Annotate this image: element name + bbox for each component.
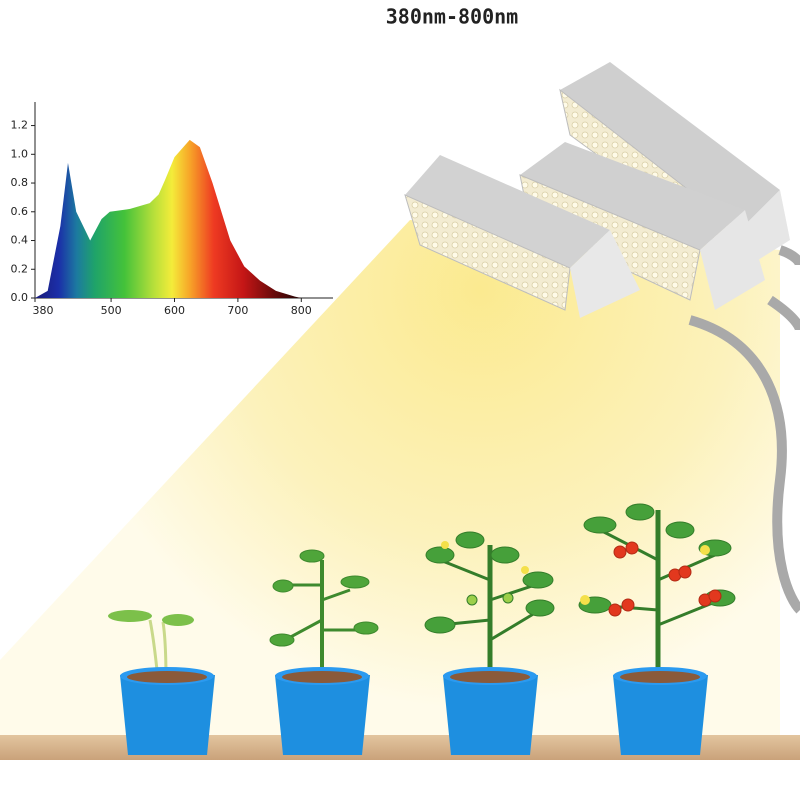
flowering-plant — [424, 531, 555, 680]
y-tick-label: 0.2 — [11, 262, 29, 275]
x-tick-label: 600 — [164, 304, 185, 317]
pot — [275, 667, 370, 755]
y-tick-label: 0.8 — [11, 176, 29, 189]
y-tick-label: 1.0 — [11, 147, 29, 160]
pot — [613, 667, 708, 755]
lamp-head — [404, 155, 640, 318]
spectrum-chart: 0.0 0.2 0.4 0.6 0.8 1.0 1.2 380 500 600 700 800 — [11, 102, 333, 317]
y-tick-label: 1.2 — [11, 119, 29, 132]
page-title: 380nm-800nm — [386, 5, 518, 29]
pot — [443, 667, 538, 755]
x-tick-label: 800 — [291, 304, 312, 317]
y-tick-label: 0.6 — [11, 205, 29, 218]
x-tick-label: 500 — [101, 304, 122, 317]
y-tick-label: 0.4 — [11, 234, 29, 247]
x-tick-label: 380 — [33, 304, 54, 317]
pot — [120, 667, 215, 755]
spectrum-area — [35, 139, 302, 298]
young-plant — [269, 549, 379, 675]
fruiting-plant — [578, 503, 736, 680]
y-tick-label: 0.0 — [11, 291, 29, 304]
x-tick-label: 700 — [227, 304, 248, 317]
floor-shadow — [0, 760, 800, 800]
